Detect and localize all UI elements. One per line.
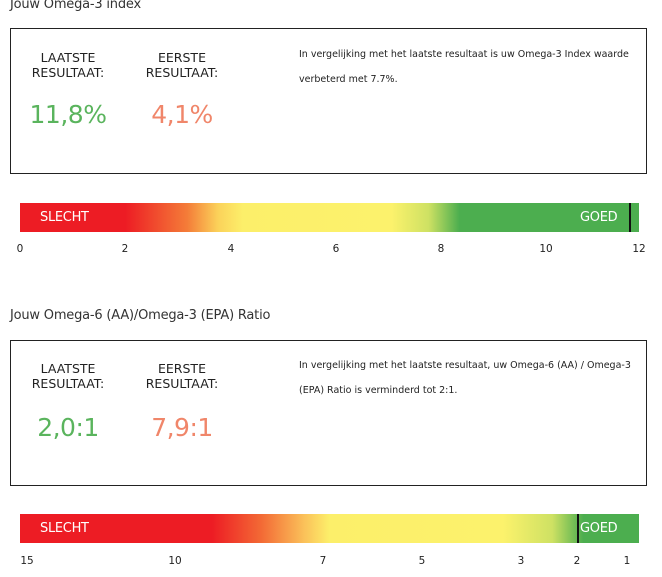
ratio-tick: 1 bbox=[623, 555, 631, 567]
ratio-tick: 7 bbox=[319, 555, 327, 567]
omega3-title: Jouw Omega-3 index bbox=[10, 0, 141, 12]
ratio-first-value: 7,9:1 bbox=[151, 413, 213, 442]
omega3-tick: 10 bbox=[539, 243, 553, 255]
omega3-tick: 4 bbox=[227, 243, 235, 255]
ratio-tick: 2 bbox=[573, 555, 581, 567]
ratio-scale-bar: SLECHT GOED bbox=[20, 514, 639, 543]
ratio-bar-bad-label: SLECHT bbox=[40, 521, 89, 536]
omega3-bar-good-label: GOED bbox=[580, 210, 618, 225]
ratio-result-card: LAATSTE RESULTAAT: EERSTE RESULTAAT: 2,0… bbox=[10, 340, 647, 486]
omega3-tick: 0 bbox=[16, 243, 24, 255]
omega3-tick: 12 bbox=[632, 243, 646, 255]
ratio-result-marker bbox=[577, 514, 579, 543]
omega3-first-label: EERSTE RESULTAAT: bbox=[145, 50, 219, 80]
ratio-comparison-note: In vergelijking met het laatste resultaa… bbox=[299, 360, 631, 396]
ratio-bar-good-label: GOED bbox=[580, 521, 618, 536]
ratio-tick: 3 bbox=[517, 555, 525, 567]
omega3-bar-bad-label: SLECHT bbox=[40, 210, 89, 225]
ratio-latest-label: LAATSTE RESULTAAT: bbox=[31, 361, 105, 391]
omega3-tick: 2 bbox=[121, 243, 129, 255]
omega3-latest-value: 11,8% bbox=[29, 100, 107, 129]
ratio-latest-value: 2,0:1 bbox=[37, 413, 99, 442]
omega3-tick: 8 bbox=[437, 243, 445, 255]
omega3-scale-bar: SLECHT GOED bbox=[20, 203, 639, 232]
ratio-title: Jouw Omega-6 (AA)/Omega-3 (EPA) Ratio bbox=[10, 308, 271, 323]
omega3-scale-ticks: 0 2 4 6 8 10 12 bbox=[0, 243, 662, 257]
ratio-scale-ticks: 15 10 7 5 3 2 1 bbox=[0, 555, 662, 569]
omega3-latest-label: LAATSTE RESULTAAT: bbox=[31, 50, 105, 80]
omega3-tick: 6 bbox=[332, 243, 340, 255]
omega3-result-marker bbox=[629, 203, 631, 232]
ratio-first-label: EERSTE RESULTAAT: bbox=[145, 361, 219, 391]
omega3-comparison-note: In vergelijking met het laatste resultaa… bbox=[299, 49, 629, 85]
ratio-tick: 10 bbox=[168, 555, 182, 567]
omega3-first-value: 4,1% bbox=[151, 100, 213, 129]
ratio-tick: 15 bbox=[20, 555, 34, 567]
ratio-tick: 5 bbox=[418, 555, 426, 567]
omega3-result-card: LAATSTE RESULTAAT: EERSTE RESULTAAT: 11,… bbox=[10, 28, 647, 174]
